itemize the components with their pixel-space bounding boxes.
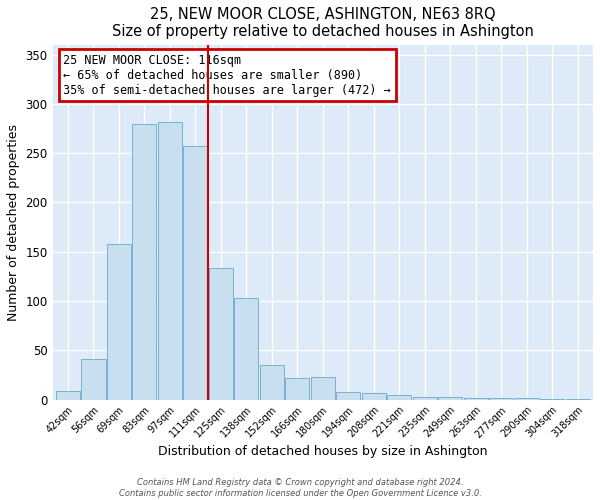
Bar: [362, 392, 386, 400]
Bar: [489, 398, 514, 400]
Bar: [107, 244, 131, 400]
Bar: [183, 146, 208, 400]
Bar: [285, 378, 310, 400]
Bar: [387, 394, 412, 400]
Bar: [234, 298, 259, 400]
Title: 25, NEW MOOR CLOSE, ASHINGTON, NE63 8RQ
Size of property relative to detached ho: 25, NEW MOOR CLOSE, ASHINGTON, NE63 8RQ …: [112, 7, 534, 40]
Y-axis label: Number of detached properties: Number of detached properties: [7, 124, 20, 320]
Bar: [311, 377, 335, 400]
Bar: [566, 398, 590, 400]
Bar: [209, 268, 233, 400]
Bar: [81, 359, 106, 400]
Bar: [438, 396, 463, 400]
Bar: [132, 124, 157, 400]
Bar: [515, 398, 539, 400]
Text: Contains HM Land Registry data © Crown copyright and database right 2024.
Contai: Contains HM Land Registry data © Crown c…: [119, 478, 481, 498]
Text: 25 NEW MOOR CLOSE: 116sqm
← 65% of detached houses are smaller (890)
35% of semi: 25 NEW MOOR CLOSE: 116sqm ← 65% of detac…: [64, 54, 391, 96]
Bar: [540, 398, 565, 400]
Bar: [413, 396, 437, 400]
Bar: [260, 365, 284, 400]
Bar: [464, 398, 488, 400]
Bar: [56, 391, 80, 400]
Bar: [336, 392, 361, 400]
Bar: [158, 122, 182, 400]
X-axis label: Distribution of detached houses by size in Ashington: Distribution of detached houses by size …: [158, 445, 488, 458]
